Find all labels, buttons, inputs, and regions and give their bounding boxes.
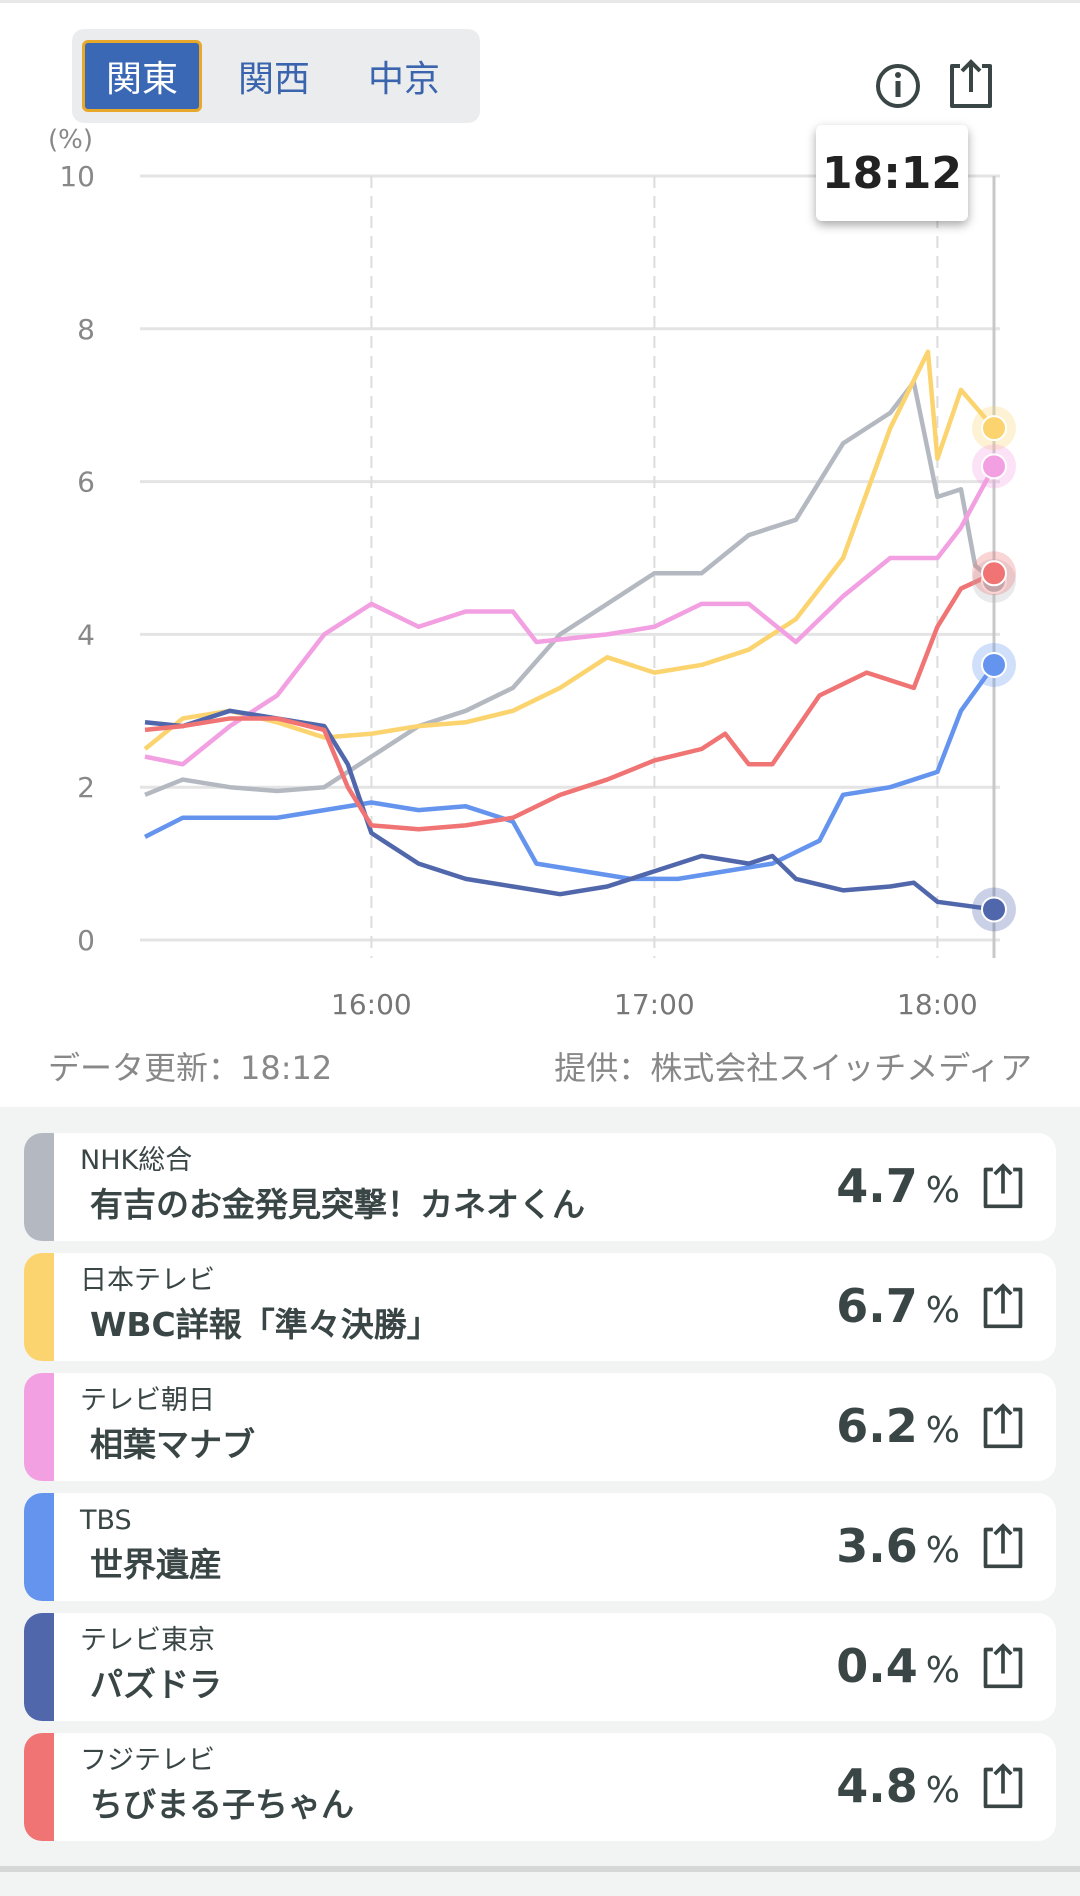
channel-card[interactable]: TBS 世界遺産 3.6 % (24, 1493, 1056, 1601)
y-tick-label: 10 (59, 160, 95, 193)
time-tooltip: 18:12 (816, 125, 968, 221)
y-tick-label: 2 (77, 771, 95, 804)
x-tick-label: 16:00 (331, 988, 412, 1021)
rating-unit: % (925, 1170, 960, 1211)
data-provider-label: 提供：株式会社スイッチメディア (554, 1049, 1032, 1087)
channel-color-stripe (24, 1373, 54, 1481)
ratings-line-chart[interactable]: (%) 0 2 4 6 8 10 16:00 17:00 18:00 (0, 0, 1080, 1040)
series-line-テレビ朝日 (144, 465, 996, 767)
rating-value: 3.6 (836, 1519, 918, 1573)
series-line-テレビ東京 (144, 708, 995, 912)
share-icon[interactable] (980, 1761, 1026, 1813)
channel-list: NHK総合 有吉のお金発見突撃！カネオくん 4.7 % 日本テレビ WBC詳報「… (0, 1107, 1080, 1896)
share-icon[interactable] (980, 1641, 1026, 1693)
channel-color-stripe (24, 1613, 54, 1721)
program-title: パズドラ (90, 1665, 222, 1704)
program-title: 相葉マナブ (90, 1425, 255, 1464)
tab-kanto[interactable]: 関東 (82, 40, 202, 112)
bottom-divider (0, 1866, 1080, 1872)
series-end-point (981, 453, 1007, 480)
series-end-point (981, 651, 1007, 678)
region-selector: 関東 関西 中京 (72, 29, 480, 123)
tab-kansai[interactable]: 関西 (237, 59, 310, 100)
program-title: WBC詳報「準々決勝」 (90, 1305, 440, 1344)
program-title: ちびまる子ちゃん (90, 1785, 354, 1824)
rating-value: 6.7 (836, 1279, 918, 1333)
series-end-point (981, 896, 1007, 923)
channel-color-stripe (24, 1493, 54, 1601)
channel-card[interactable]: NHK総合 有吉のお金発見突撃！カネオくん 4.7 % (24, 1133, 1056, 1241)
rating-value: 0.4 (836, 1639, 918, 1693)
rating-unit: % (925, 1650, 960, 1691)
program-title: 世界遺産 (90, 1545, 222, 1584)
program-title: 有吉のお金発見突撃！カネオくん (90, 1185, 585, 1224)
channel-card[interactable]: テレビ朝日 相葉マナブ 6.2 % (24, 1373, 1056, 1481)
y-tick-label: 0 (77, 924, 95, 957)
channel-name: フジテレビ (80, 1745, 215, 1776)
channel-name: テレビ東京 (80, 1625, 215, 1656)
channel-name: TBS (80, 1505, 132, 1536)
rating-unit: % (925, 1290, 960, 1331)
channel-color-stripe (24, 1733, 54, 1841)
x-tick-label: 17:00 (614, 988, 695, 1021)
rating-unit: % (925, 1770, 960, 1811)
rating-value: 4.7 (836, 1159, 918, 1213)
rating-value: 6.2 (836, 1399, 918, 1453)
rating: 3.6 % (836, 1519, 960, 1573)
share-icon[interactable] (980, 1401, 1026, 1453)
channel-name: NHK総合 (80, 1145, 193, 1176)
data-updated-label: データ更新：18:12 (48, 1049, 333, 1087)
y-tick-label: 4 (77, 618, 95, 651)
channel-name: 日本テレビ (80, 1265, 215, 1296)
x-tick-label: 18:00 (897, 988, 978, 1021)
channel-card[interactable]: テレビ東京 パズドラ 0.4 % (24, 1613, 1056, 1721)
y-tick-label: 8 (77, 313, 95, 346)
top-divider (0, 0, 1080, 3)
y-axis-unit: (%) (48, 125, 93, 155)
channel-name: テレビ朝日 (80, 1385, 215, 1416)
series-line-フジテレビ (144, 571, 995, 832)
series-end-point (981, 415, 1007, 442)
rating: 4.7 % (836, 1159, 960, 1213)
info-icon[interactable] (873, 58, 923, 112)
channel-color-stripe (24, 1253, 54, 1361)
channel-color-stripe (24, 1133, 54, 1241)
channel-card[interactable]: 日本テレビ WBC詳報「準々決勝」 6.7 % (24, 1253, 1056, 1361)
rating: 6.2 % (836, 1399, 960, 1453)
series-line-TBS (143, 663, 996, 882)
rating: 0.4 % (836, 1639, 960, 1693)
rating-value: 4.8 (836, 1759, 918, 1813)
share-icon[interactable] (980, 1161, 1026, 1213)
series-line-日本テレビ (143, 349, 996, 751)
rating-unit: % (925, 1410, 960, 1451)
share-icon[interactable] (980, 1521, 1026, 1573)
share-icon[interactable] (980, 1281, 1026, 1333)
series-end-point (981, 560, 1007, 587)
y-tick-label: 6 (77, 466, 95, 499)
tab-chukyo[interactable]: 中京 (367, 59, 440, 100)
share-icon[interactable] (946, 58, 996, 112)
rating: 4.8 % (836, 1759, 960, 1813)
rating-unit: % (925, 1530, 960, 1571)
channel-card[interactable]: フジテレビ ちびまる子ちゃん 4.8 % (24, 1733, 1056, 1841)
series-line-NHK総合 (144, 380, 996, 797)
rating: 6.7 % (836, 1279, 960, 1333)
